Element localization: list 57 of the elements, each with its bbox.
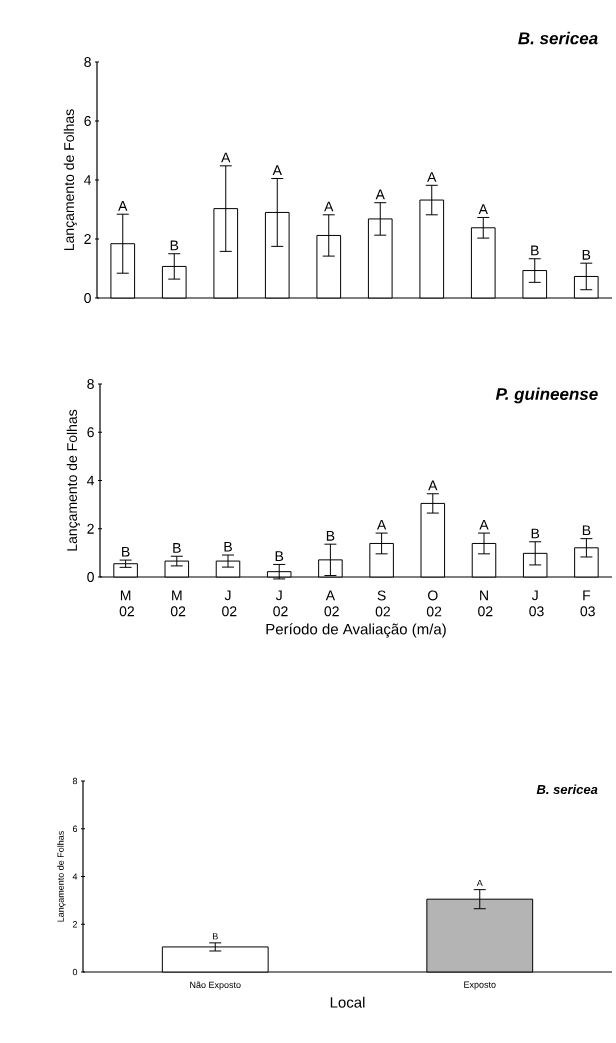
annotation: A [118,201,128,211]
chart-title: P. guineense [495,387,598,404]
annotation: B [275,551,284,561]
y-tick-label: 4 [84,175,92,185]
annotation: A [428,480,438,491]
x-tick-label: J 02 [273,590,288,617]
chart-title: B. sericea [536,784,598,795]
x-tick-label: Não Exposto [190,981,241,990]
x-tick-label: N 02 [478,590,493,617]
annotation: A [376,519,387,530]
annotation: A [221,152,231,163]
annotation: B [212,933,218,940]
x-tick-label: J 03 [529,590,544,617]
y-tick-label: 2 [87,523,94,534]
y-tick-label: 8 [84,57,91,67]
y-tick-label: 4 [72,873,78,880]
y-tick-label: 2 [72,921,78,928]
y-axis-title: Lançamento de Folhas [57,831,66,922]
x-tick-label: O 02 [426,590,442,617]
x-tick-label: J 02 [222,590,237,617]
chart-title: B. sericea [518,31,598,45]
annotation: A [476,879,483,887]
y-tick-label: 0 [87,572,94,582]
annotation: A [427,172,437,182]
annotation: A [272,165,282,175]
y-tick-label: 6 [87,427,94,438]
annotation: B [582,250,591,260]
x-tick-label: M 02 [119,590,134,617]
y-tick-label: 8 [72,777,78,785]
y-tick-label: 6 [84,116,91,126]
x-tick-label: Exposto [464,981,496,990]
y-tick-label: 0 [84,293,91,303]
annotation: B [326,531,335,541]
y-tick-label: 2 [84,234,91,244]
annotation: B [582,525,591,536]
annotation: A [478,204,488,214]
annotation: A [479,519,489,530]
x-tick-label: A 02 [324,590,339,617]
y-tick-label: 0 [72,968,78,976]
y-axis-title: Lançamento de Folhas [66,409,80,551]
annotation: B [531,245,539,256]
y-axis-title: Lançamento de Folhas [63,109,77,251]
annotation: A [324,201,334,212]
x-tick-label: M 02 [170,590,186,617]
annotation: A [375,189,385,200]
x-axis-title: Período de Avaliação (m/a) [266,623,446,638]
y-tick-label: 8 [87,379,94,389]
y-tick-label: 4 [87,475,95,486]
x-tick-label: S 02 [375,590,390,617]
x-tick-label: F 03 [580,590,595,617]
annotation: B [224,541,232,552]
annotation: B [170,240,179,251]
x-axis-title: Local [330,996,365,1008]
y-tick-label: 6 [72,825,78,832]
annotation: B [531,528,540,539]
annotation: B [173,543,181,553]
annotation: B [122,546,130,557]
